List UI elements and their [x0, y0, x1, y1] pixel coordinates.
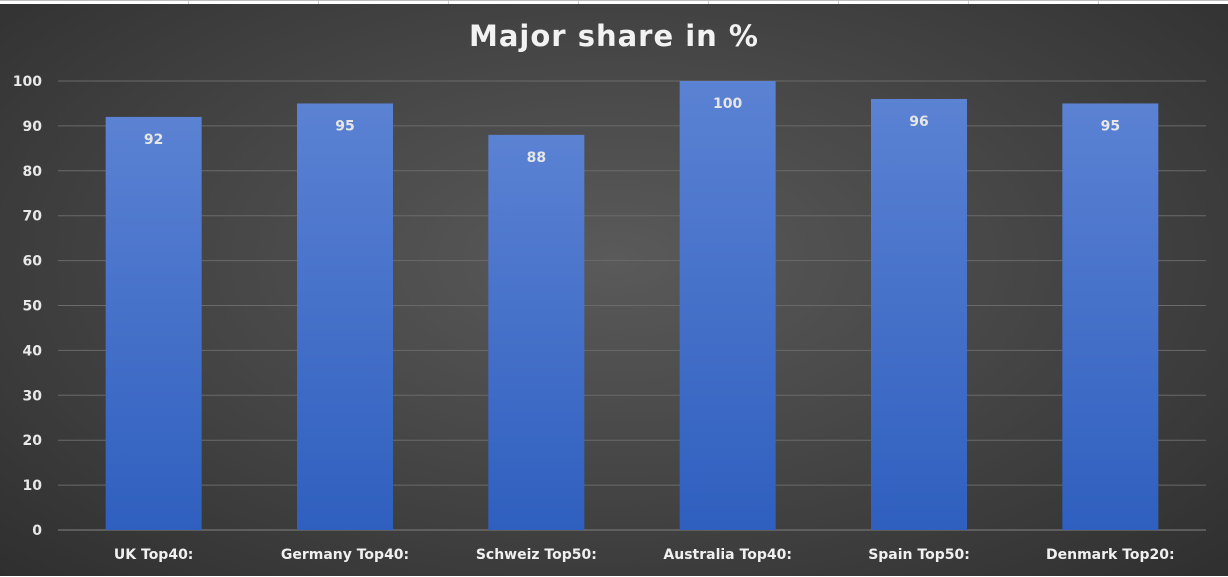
data-labels: 92 95 88 100 96 95	[144, 96, 1120, 166]
x-category-label: UK Top40:	[114, 547, 194, 563]
y-tick-label: 80	[23, 164, 43, 180]
x-category-label: Spain Top50:	[868, 547, 970, 563]
y-tick-label: 10	[23, 478, 43, 494]
x-category-label: Australia Top40:	[663, 547, 792, 563]
y-tick-label: 90	[23, 119, 43, 135]
data-label: 95	[1101, 118, 1120, 134]
x-category-label: Germany Top40:	[281, 547, 409, 563]
y-tick-label: 40	[23, 343, 43, 359]
y-axis-tick-labels: 0 10 20 30 40 50 60 70 80 90 100	[13, 74, 42, 539]
y-tick-label: 70	[23, 209, 43, 225]
data-label: 100	[713, 96, 742, 112]
data-label: 96	[909, 114, 928, 130]
bars	[105, 81, 1159, 531]
y-tick-label: 60	[23, 254, 43, 270]
bar-4	[679, 81, 776, 530]
x-axis-category-labels: UK Top40: Germany Top40: Schweiz Top50: Aus…	[114, 547, 1175, 563]
bar-5	[871, 98, 967, 531]
bar-6	[1062, 103, 1159, 530]
bar-3	[488, 134, 585, 530]
data-label: 92	[144, 132, 163, 148]
chart-title: Major share in %	[469, 19, 759, 53]
top-divider-strip	[0, 1, 1228, 4]
y-tick-label: 50	[23, 299, 43, 315]
x-category-label: Denmark Top20:	[1046, 547, 1175, 563]
bar-2	[297, 103, 393, 530]
y-tick-label: 100	[13, 74, 42, 90]
x-category-label: Schweiz Top50:	[476, 547, 597, 563]
y-tick-label: 0	[32, 523, 42, 539]
gridlines	[58, 80, 1206, 531]
y-tick-label: 30	[23, 388, 43, 404]
data-label: 95	[335, 118, 354, 134]
y-tick-label: 20	[23, 433, 43, 449]
bar-1	[105, 116, 202, 531]
data-label: 88	[527, 150, 546, 166]
